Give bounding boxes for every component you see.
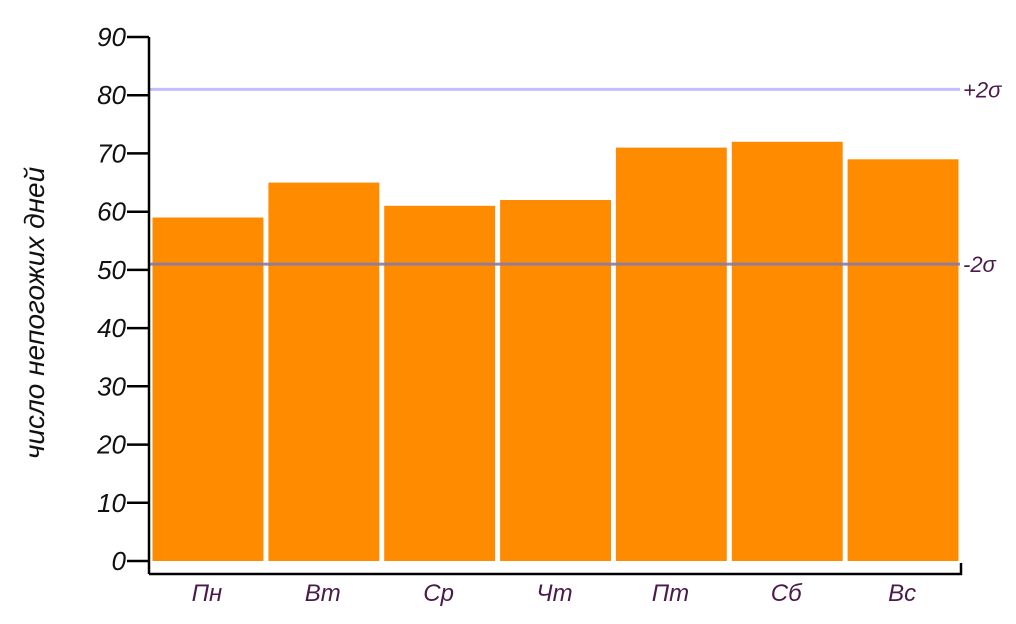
bars-group (152, 141, 959, 562)
x-tick-label-5: Пт (652, 580, 689, 607)
y-tick-label-6: 60 (97, 197, 126, 227)
x-tick-label-4: Чт (536, 580, 572, 607)
reference-label-1: +2σ (963, 77, 1002, 102)
x-tick-label-1: Пн (192, 580, 223, 607)
x-tick-label-7: Вс (888, 580, 916, 607)
bar-7 (847, 159, 959, 562)
y-tick-label-1: 10 (97, 488, 126, 518)
y-tick-label-5: 50 (97, 255, 126, 285)
bar-4 (500, 200, 611, 561)
y-tick-label-2: 20 (96, 430, 126, 460)
bar-3 (384, 205, 496, 562)
bar-1 (152, 217, 264, 561)
reference-lines-group: +2σ -2σ (149, 77, 1002, 277)
x-tick-label-2: Вт (305, 580, 341, 607)
y-tick-label-0: 0 (112, 546, 127, 576)
bar-6 (731, 141, 843, 562)
y-tick-label-4: 40 (97, 313, 126, 343)
x-tick-label-6: Сб (771, 580, 803, 607)
y-axis-label: число непогожих дней (19, 166, 50, 459)
bar-5 (615, 147, 727, 561)
bar-2 (268, 182, 380, 561)
reference-label-2: -2σ (963, 252, 997, 277)
y-tick-label-3: 30 (97, 371, 126, 401)
x-tick-label-3: Ср (423, 580, 454, 607)
y-tick-label-9: 90 (97, 22, 126, 52)
y-axis: 0 10 20 30 40 50 60 70 80 90 (96, 22, 151, 576)
x-axis: Пн Вт Ср Чт Пт Сб Вс (149, 563, 963, 607)
y-tick-label-7: 70 (97, 138, 126, 168)
y-tick-label-8: 80 (97, 80, 126, 110)
